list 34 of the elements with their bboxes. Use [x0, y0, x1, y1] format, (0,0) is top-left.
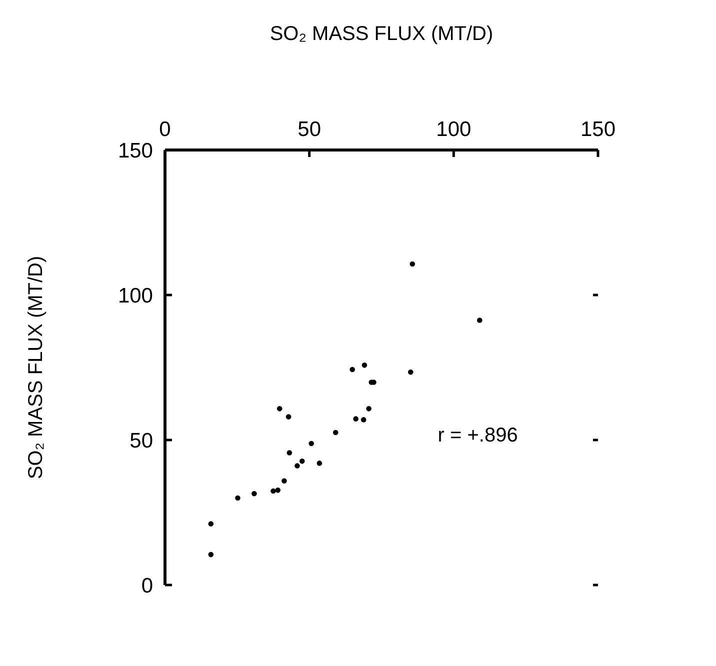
x-axis-title: SO₂ MASS FLUX (MT/D)	[270, 23, 494, 45]
point	[275, 488, 281, 493]
point	[477, 318, 482, 323]
point	[353, 416, 358, 422]
point	[208, 552, 214, 558]
point	[350, 366, 355, 372]
point	[308, 440, 314, 446]
y-tick-label: 50	[130, 429, 153, 452]
point	[366, 406, 372, 412]
y-tick-label: 0	[141, 574, 153, 598]
point	[294, 463, 300, 468]
y-axis-title: SO₂ MASS FLUX (MT/D)	[25, 256, 47, 480]
point	[360, 417, 366, 422]
x-tick-label: 150	[580, 118, 616, 141]
point	[276, 406, 282, 412]
y-tick-label: 100	[118, 284, 153, 308]
point	[252, 491, 257, 496]
y-tick-label: 150	[118, 139, 153, 162]
point	[286, 414, 292, 420]
point	[235, 495, 240, 501]
point	[208, 521, 214, 526]
point	[362, 362, 368, 368]
point	[270, 488, 276, 494]
point	[332, 430, 338, 436]
point	[299, 458, 305, 464]
point	[282, 478, 287, 484]
point	[286, 450, 292, 456]
x-tick-label: 0	[159, 118, 171, 141]
annotation: r = +.896	[438, 424, 518, 446]
point	[408, 370, 414, 375]
point	[410, 261, 416, 267]
x-tick-label: 100	[436, 118, 472, 141]
x-tick-label: 50	[298, 118, 322, 141]
point	[316, 460, 322, 466]
